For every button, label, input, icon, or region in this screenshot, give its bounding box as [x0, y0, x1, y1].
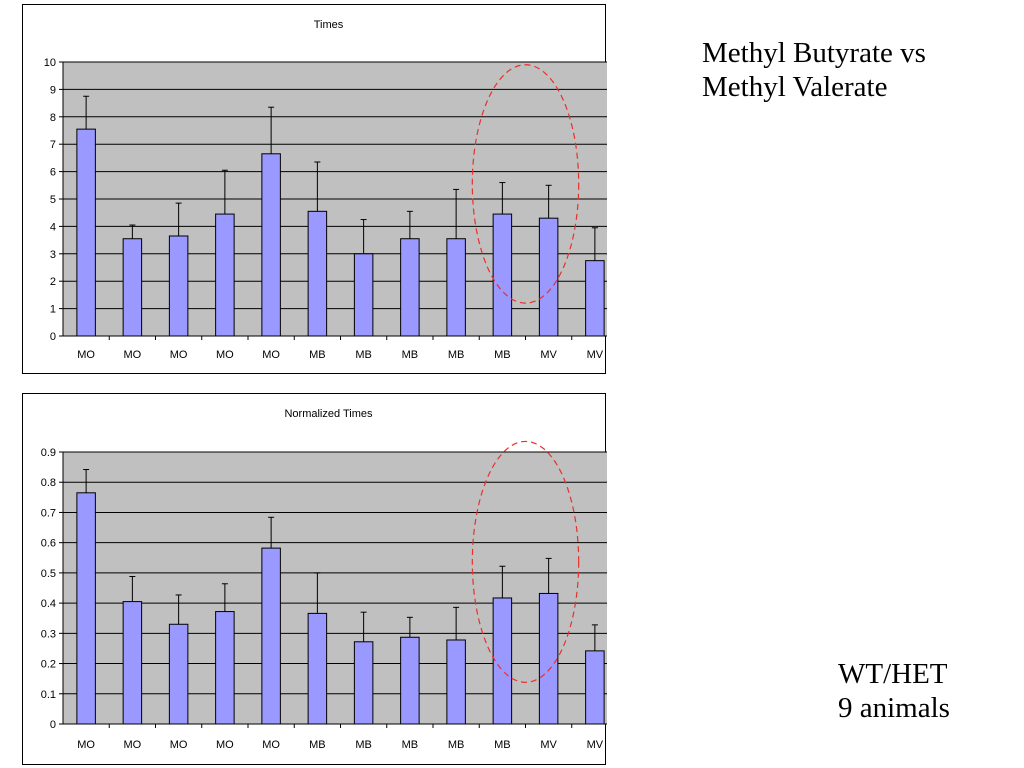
x-tick-label: MB: [309, 739, 326, 751]
headline-line-2: Methyl Valerate: [702, 71, 888, 103]
slide-headline: Methyl Butyrate vs Methyl Valerate: [702, 36, 926, 104]
bar: [307, 210, 328, 337]
x-tick-label: MB: [355, 739, 372, 751]
chart-svg: Times 0 1 2 3 4 5 6 7 8 9 10 MO MO MO MO MO MB MB MB MB MB MV M…: [44, 19, 607, 361]
y-tick-label: 6: [50, 167, 56, 179]
x-tick-label: MB: [448, 739, 465, 751]
x-tick-label: MV: [587, 349, 604, 361]
footnote-line-2: 9 animals: [838, 692, 950, 724]
x-tick-label: MO: [170, 349, 188, 361]
highlight-ellipse: [471, 64, 580, 304]
plot-area: [63, 452, 607, 724]
y-tick-label: 0: [50, 719, 56, 731]
highlight-ellipse: [471, 440, 580, 683]
bar: [446, 238, 466, 337]
bar: [353, 253, 374, 337]
bar: [76, 492, 96, 725]
chart-title: Normalized Times: [284, 408, 373, 420]
x-tick-label: MO: [170, 739, 188, 751]
bar: [215, 213, 235, 337]
x-tick-label: MB: [494, 349, 511, 361]
x-tick-label: MO: [262, 349, 280, 361]
headline-line-1: Methyl Butyrate vs: [702, 37, 926, 69]
y-tick-label: 7: [50, 139, 56, 151]
x-tick-label: MO: [216, 739, 234, 751]
bar: [538, 592, 559, 725]
bar: [76, 128, 96, 337]
x-tick-label: MO: [124, 739, 142, 751]
bar: [122, 601, 143, 725]
slide-footnote: WT/HET 9 animals: [838, 657, 950, 725]
x-tick-label: MB: [402, 349, 419, 361]
x-tick-label: MV: [540, 349, 557, 361]
bar: [168, 623, 189, 725]
bar: [585, 650, 605, 725]
x-tick-label: MB: [355, 349, 372, 361]
normalized-times-chart: Normalized Times 0 0.1 0.2 0.3 0.4 0.5 0.6 0.7 0.…: [22, 393, 607, 765]
x-tick-label: MV: [540, 739, 557, 751]
y-tick-label: 8: [50, 112, 56, 124]
bar: [492, 597, 513, 725]
chart-title: Times: [314, 19, 344, 31]
y-tick-label: 0.2: [41, 659, 56, 671]
y-tick-label: 9: [50, 84, 56, 96]
y-tick-label: 0.4: [41, 598, 56, 610]
bar: [168, 235, 189, 337]
y-tick-label: 5: [50, 194, 56, 206]
bar: [261, 547, 281, 725]
x-tick-label: MB: [402, 739, 419, 751]
bar: [585, 260, 605, 337]
y-tick-label: 3: [50, 249, 56, 261]
footnote-line-1: WT/HET: [838, 658, 948, 690]
x-tick-label: MO: [262, 739, 280, 751]
y-tick-label: 0.7: [41, 507, 56, 519]
x-tick-label: MO: [124, 349, 142, 361]
bar: [492, 213, 513, 337]
y-tick-label: 0.9: [41, 447, 56, 459]
bar: [122, 238, 143, 337]
y-tick-label: 0.6: [41, 538, 56, 550]
bar: [446, 639, 466, 725]
x-tick-label: MB: [309, 349, 326, 361]
y-tick-label: 0: [50, 331, 56, 343]
bar: [215, 611, 235, 725]
x-tick-label: MB: [448, 349, 465, 361]
y-tick-label: 10: [44, 57, 56, 69]
bar: [261, 153, 281, 337]
bar: [400, 238, 420, 337]
y-tick-label: 1: [50, 304, 56, 316]
y-tick-label: 0.1: [41, 689, 56, 701]
y-tick-label: 0.5: [41, 568, 56, 580]
x-tick-label: MO: [77, 349, 95, 361]
times-chart: Times 0 1 2 3 4 5 6 7 8 9 10 MO MO MO MO MO MB MB MB MB MB MV M…: [22, 4, 607, 374]
y-tick-label: 4: [50, 221, 56, 233]
chart-svg: Normalized Times 0 0.1 0.2 0.3 0.4 0.5 0.6 0.7 0.…: [41, 408, 607, 751]
x-tick-label: MO: [216, 349, 234, 361]
x-tick-label: MB: [494, 739, 511, 751]
y-tick-label: 0.3: [41, 628, 56, 640]
x-tick-label: MV: [587, 739, 604, 751]
bar: [353, 641, 374, 725]
y-tick-label: 0.8: [41, 477, 56, 489]
bar: [307, 612, 328, 725]
bar: [538, 217, 559, 337]
y-tick-label: 2: [50, 276, 56, 288]
bar: [400, 636, 420, 725]
x-tick-label: MO: [77, 739, 95, 751]
